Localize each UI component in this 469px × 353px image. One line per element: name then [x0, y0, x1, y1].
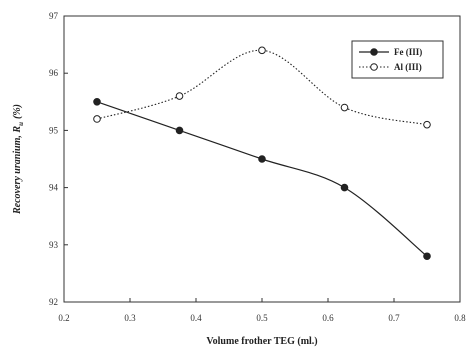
y-axis-title-subscript: u — [17, 122, 25, 126]
x-axis-ticks: 0.2 0.3 0.4 0.5 0.6 0.7 0.8 — [58, 298, 466, 323]
data-point-al-iii — [175, 92, 184, 100]
data-point-al-iii — [93, 115, 101, 123]
y-tick-label: 94 — [49, 183, 59, 193]
legend-box — [351, 40, 444, 79]
y-axis-title: Recovery uranium, Ru (%) — [12, 104, 25, 215]
y-tick-label: 93 — [49, 240, 59, 250]
series-line-fe-iii — [96, 101, 428, 257]
legend-marker-al — [370, 63, 378, 71]
data-point-al-iii — [423, 120, 431, 129]
y-axis-title-unit: (%) — [12, 104, 23, 119]
series-line-al-iii — [96, 49, 428, 126]
data-point-fe-iii — [423, 252, 431, 261]
x-tick-label: 0.3 — [124, 313, 136, 323]
data-point-al-iii — [340, 103, 349, 112]
y-axis-title-main: Recovery uranium, R — [12, 126, 23, 215]
x-tick-label: 0.8 — [454, 313, 466, 323]
y-tick-label: 96 — [49, 68, 59, 78]
legend-label-al: Al (III) — [394, 62, 422, 72]
data-point-al-iii — [258, 46, 266, 55]
y-tick-label: 92 — [49, 297, 58, 307]
data-point-fe-iii — [175, 126, 184, 135]
data-point-fe-iii — [93, 98, 101, 106]
legend: Fe (III) Al (III) — [351, 40, 444, 79]
y-axis-ticks: 92 93 94 95 96 97 — [49, 11, 68, 307]
data-point-fe-iii — [340, 183, 349, 192]
legend-label-fe: Fe (III) — [394, 47, 422, 57]
legend-marker-fe — [370, 48, 378, 56]
series-layer — [93, 46, 431, 261]
x-tick-label: 0.6 — [322, 313, 334, 323]
y-tick-label: 95 — [49, 125, 59, 135]
x-tick-label: 0.5 — [256, 313, 268, 323]
y-tick-label: 97 — [49, 11, 59, 21]
x-axis-title: Volume frother TEG (ml.) — [206, 336, 317, 347]
x-tick-label: 0.4 — [190, 313, 202, 323]
x-tick-label: 0.7 — [388, 313, 400, 323]
data-point-fe-iii — [258, 155, 266, 163]
x-tick-label: 0.2 — [58, 313, 69, 323]
